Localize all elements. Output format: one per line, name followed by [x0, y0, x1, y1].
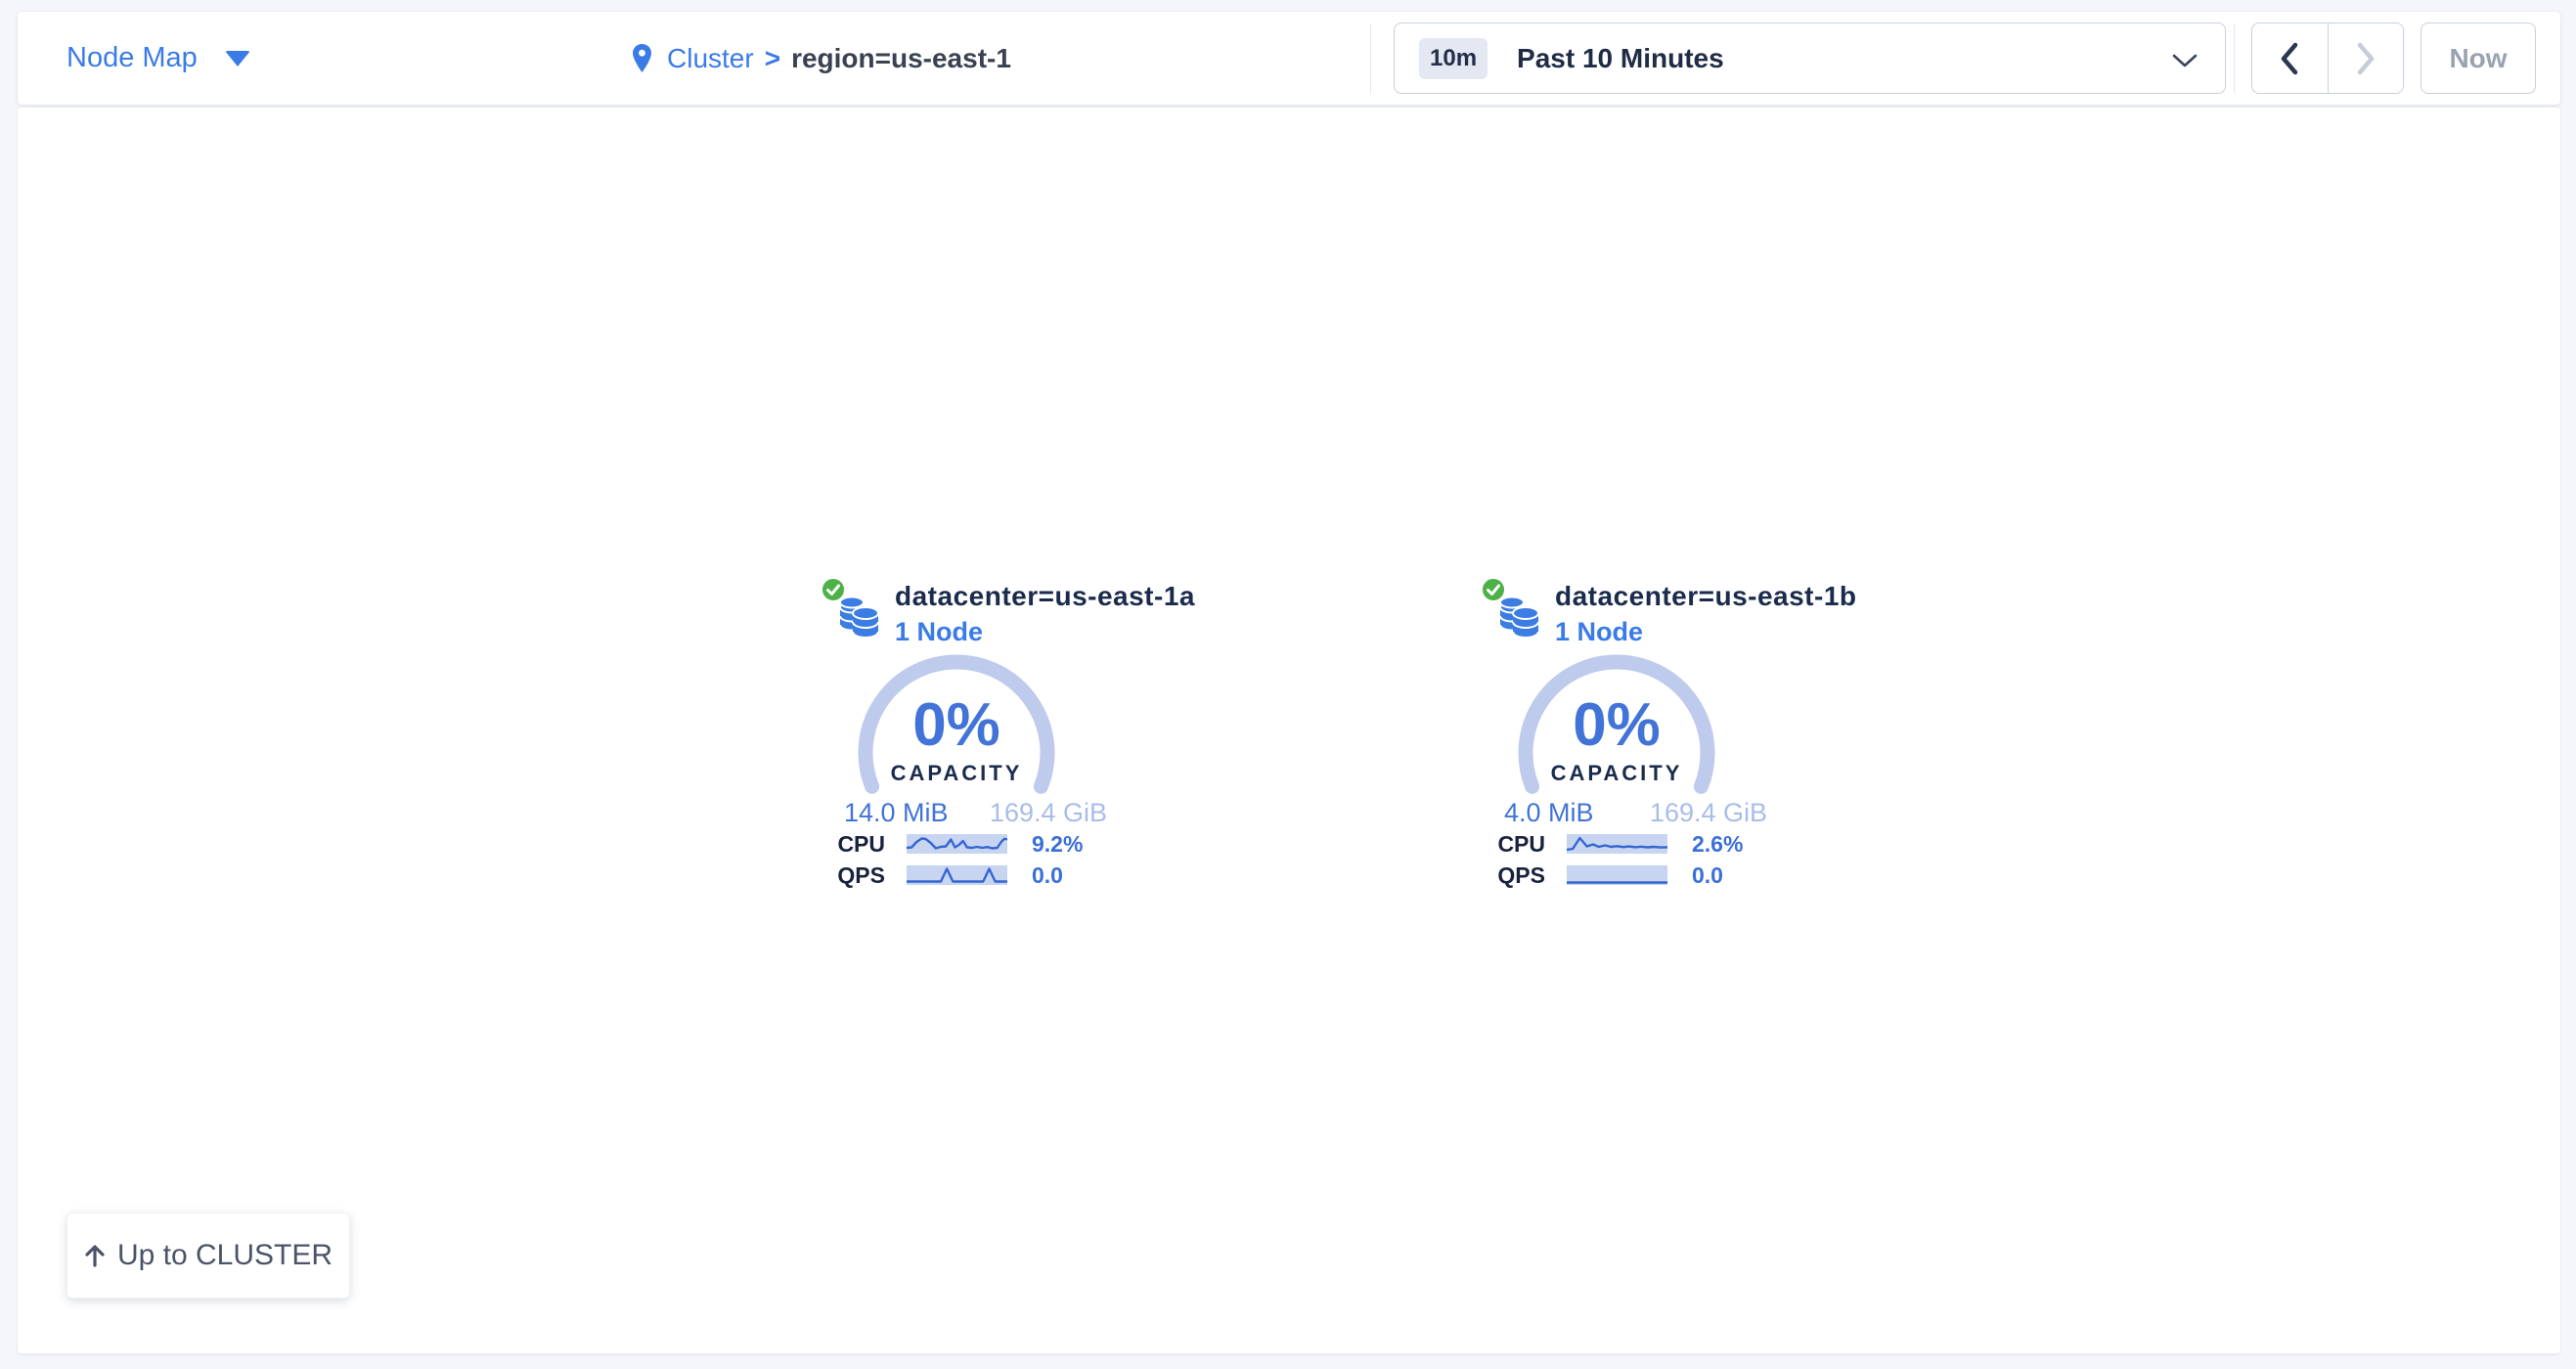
qps-value: 0.0	[1692, 862, 1723, 888]
datacenter-node-count: 1 Node	[1555, 617, 1644, 646]
qps-sparkline	[1567, 865, 1667, 885]
datacenter-title: datacenter=us-east-1a	[895, 581, 1195, 611]
up-to-cluster-label: Up to CLUSTER	[116, 1239, 333, 1271]
arrow-up-icon	[85, 1245, 105, 1267]
caret-down-icon	[224, 50, 250, 66]
header-bar: Node Map Cluster > region=us-east-1 10m …	[18, 12, 2560, 105]
time-range-label: Past 10 Minutes	[1517, 42, 1724, 73]
datacenter-card-us-east-1b[interactable]: datacenter=us-east-1b 1 Node 0% CAPACITY…	[1460, 567, 1856, 905]
capacity-used: 4.0 MiB	[1504, 798, 1594, 827]
header-divider	[2234, 23, 2235, 93]
breadcrumb-separator: >	[764, 42, 781, 73]
capacity-gauge-arc	[1518, 654, 1715, 794]
capacity-gauge-arc	[858, 654, 1055, 794]
capacity-percent: 0%	[912, 691, 1000, 759]
qps-value: 0.0	[1032, 862, 1063, 888]
chevron-down-icon	[2172, 54, 2198, 72]
cpu-sparkline	[907, 834, 1007, 854]
healthy-check-icon	[821, 577, 846, 607]
cpu-value: 2.6%	[1692, 831, 1744, 857]
cpu-label: CPU	[837, 831, 885, 857]
chevron-right-icon	[2357, 42, 2374, 74]
breadcrumb: Cluster > region=us-east-1	[633, 12, 1011, 105]
datacenter-title: datacenter=us-east-1b	[1555, 581, 1857, 611]
chevron-left-icon	[2282, 42, 2298, 74]
time-range-dropdown[interactable]: 10m Past 10 Minutes	[1394, 22, 2226, 94]
cpu-sparkline	[1567, 834, 1667, 854]
next-time-button[interactable]	[2327, 23, 2404, 93]
capacity-label: CAPACITY	[890, 761, 1023, 785]
prev-time-button[interactable]	[2252, 23, 2328, 93]
location-pin-icon	[633, 44, 651, 72]
capacity-label: CAPACITY	[1550, 761, 1683, 785]
breadcrumb-cluster-link[interactable]: Cluster	[667, 42, 754, 73]
capacity-used: 14.0 MiB	[844, 798, 949, 827]
time-range-badge: 10m	[1419, 37, 1488, 79]
breadcrumb-current: region=us-east-1	[791, 42, 1011, 73]
header-divider	[1370, 23, 1371, 93]
healthy-check-icon	[1481, 577, 1506, 607]
view-selector-dropdown[interactable]: Node Map	[67, 12, 250, 105]
cpu-value: 9.2%	[1032, 831, 1084, 857]
view-selector-label: Node Map	[67, 42, 198, 73]
capacity-percent: 0%	[1573, 691, 1661, 759]
datacenter-node-count: 1 Node	[895, 617, 984, 646]
qps-label: QPS	[837, 862, 885, 888]
node-map-canvas: datacenter=us-east-1a 1 Node 0% CAPACITY…	[18, 108, 2560, 1353]
qps-label: QPS	[1497, 862, 1545, 888]
database-stack-icon	[1497, 595, 1540, 644]
qps-sparkline	[907, 865, 1007, 885]
up-to-cluster-button[interactable]: Up to CLUSTER	[67, 1213, 350, 1299]
cpu-label: CPU	[1497, 831, 1545, 857]
time-step-buttons	[2251, 22, 2404, 94]
now-button[interactable]: Now	[2421, 22, 2536, 94]
datacenter-card-us-east-1a[interactable]: datacenter=us-east-1a 1 Node 0% CAPACITY…	[800, 567, 1194, 905]
capacity-total: 169.4 GiB	[989, 798, 1107, 827]
database-stack-icon	[837, 595, 880, 644]
capacity-total: 169.4 GiB	[1649, 798, 1767, 827]
